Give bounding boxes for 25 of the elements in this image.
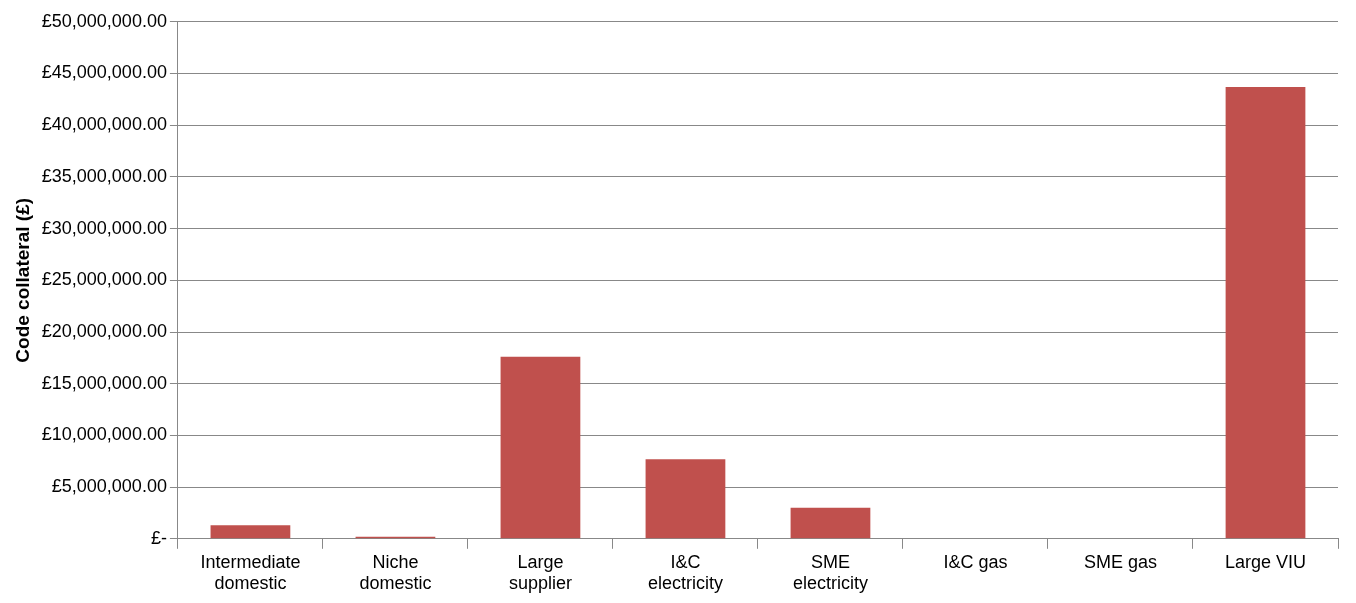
bar [1225,86,1306,539]
y-tick-label: £15,000,000.00 [41,372,167,393]
x-tick-label: Intermediate domestic [200,551,301,594]
y-tick-label: £- [150,527,167,548]
x-tick-label: SME electricity [792,551,868,594]
x-tick-label: Large supplier [508,551,572,594]
x-tick-label: I&C gas [943,551,1008,572]
y-tick-label: £10,000,000.00 [41,424,167,445]
y-tick-label: £35,000,000.00 [41,165,167,186]
y-tick-label: £25,000,000.00 [41,269,167,290]
bar [790,507,871,539]
x-tick-label: I&C electricity [647,551,723,594]
bar [645,459,726,539]
x-tick-label: Niche domestic [359,551,432,594]
bar [210,525,291,539]
x-tick-label: SME gas [1083,551,1157,572]
x-tick-label: Large VIU [1224,551,1307,572]
y-tick-label: £20,000,000.00 [41,320,167,341]
y-axis-title: Code collateral (£) [11,197,33,363]
y-tick-label: £45,000,000.00 [41,62,167,83]
y-tick-label: £50,000,000.00 [41,10,167,31]
y-tick-label: £5,000,000.00 [51,476,167,497]
bar [500,356,581,539]
y-tick-label: £40,000,000.00 [41,114,167,135]
y-tick-label: £30,000,000.00 [41,217,167,238]
